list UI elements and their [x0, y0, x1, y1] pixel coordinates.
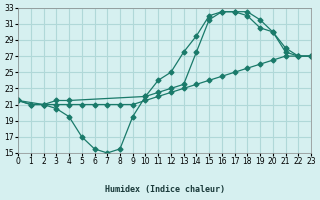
X-axis label: Humidex (Indice chaleur): Humidex (Indice chaleur)	[105, 185, 225, 194]
